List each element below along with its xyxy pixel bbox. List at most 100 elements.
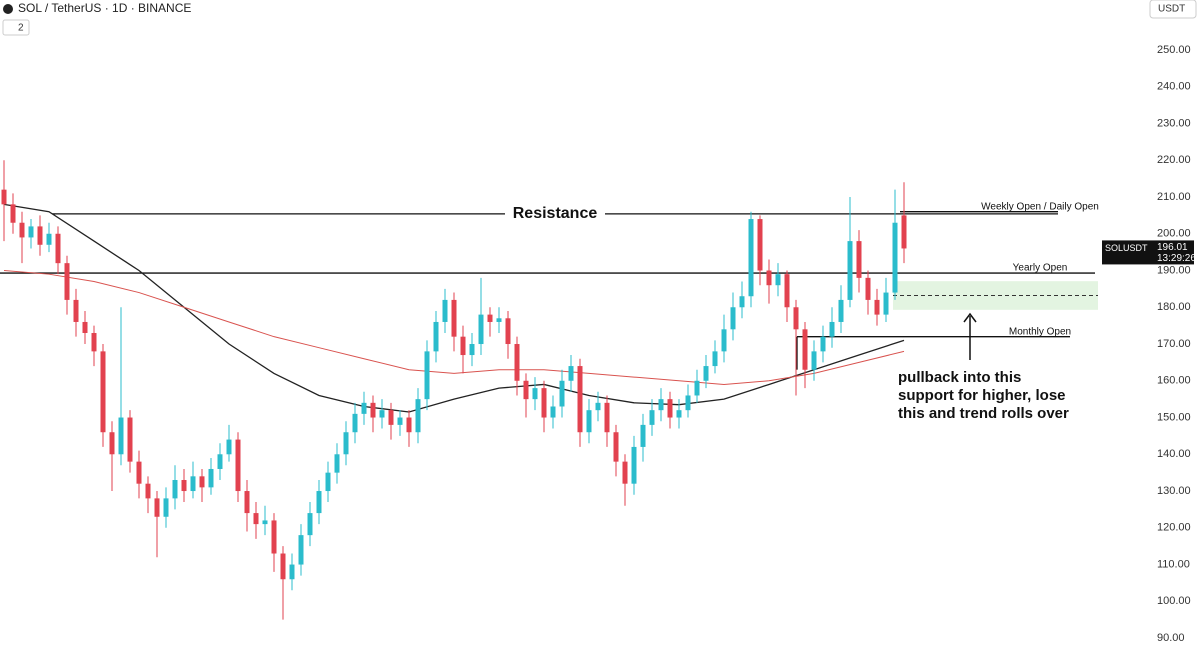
candle-body <box>874 299 880 315</box>
price-countdown: 13:29:26 <box>1157 253 1196 264</box>
candle-body <box>532 388 538 400</box>
candle-body <box>829 321 835 337</box>
annotation: pullback into this <box>898 369 1021 386</box>
candle-body <box>217 454 223 469</box>
candle-body <box>658 399 664 411</box>
y-tick-label: 100.00 <box>1157 595 1191 607</box>
candle-body <box>397 417 403 425</box>
candle-body <box>118 417 124 455</box>
candle-body <box>550 406 556 418</box>
candle-body <box>280 553 286 580</box>
candle-body <box>748 219 754 297</box>
candle-body <box>523 380 529 400</box>
candle-body <box>514 344 520 381</box>
candle-body <box>568 366 574 381</box>
candle-body <box>235 439 241 492</box>
candle-body <box>199 476 205 488</box>
y-tick-label: 170.00 <box>1157 338 1191 350</box>
y-tick-label: 210.00 <box>1157 191 1191 203</box>
price-symbol: SOLUSDT <box>1105 243 1148 253</box>
moving-average <box>3 270 905 385</box>
candle-body <box>802 329 808 370</box>
candle-body <box>91 332 97 352</box>
candle-body <box>631 446 637 484</box>
candle-body <box>415 399 421 433</box>
level-label: Yearly Open <box>1013 263 1068 274</box>
price-value: 196.01 <box>1157 242 1188 253</box>
y-tick-label: 230.00 <box>1157 117 1191 129</box>
currency-box[interactable] <box>1149 0 1197 19</box>
y-tick-label: 240.00 <box>1157 81 1191 93</box>
candle-body <box>307 513 313 536</box>
y-tick-label: 190.00 <box>1157 264 1191 276</box>
candle-body <box>190 476 196 492</box>
candle-body <box>694 380 700 396</box>
candle-body <box>883 292 889 315</box>
candle-body <box>226 439 232 455</box>
candle-body <box>496 318 502 322</box>
candle-body <box>100 351 106 433</box>
candle-body <box>361 402 367 414</box>
candle-body <box>478 314 484 345</box>
candle-body <box>127 417 133 462</box>
arrow-head <box>963 312 977 323</box>
candle-body <box>613 432 619 462</box>
label-bg <box>505 203 605 224</box>
candle-body <box>559 380 565 407</box>
candle-body <box>487 314 493 322</box>
candle-body <box>109 432 115 455</box>
candle-body <box>604 402 610 433</box>
currency[interactable]: USDT <box>1158 4 1185 15</box>
candle-body <box>73 299 79 322</box>
candle-body <box>82 321 88 333</box>
indicator-box[interactable] <box>2 19 30 36</box>
candle-body <box>406 417 412 433</box>
candle-body <box>739 296 745 308</box>
candle-body <box>649 410 655 425</box>
annotation: this and trend rolls over <box>898 405 1069 422</box>
candle-body <box>775 274 781 286</box>
candle-body <box>865 277 871 300</box>
candle-body <box>28 226 34 238</box>
candle-body <box>37 226 43 245</box>
candle-body <box>433 321 439 352</box>
candle-body <box>154 498 160 517</box>
candle-body <box>703 366 709 381</box>
candle-body <box>469 344 475 356</box>
candle-body <box>892 222 898 293</box>
candle-body <box>253 513 259 525</box>
candle-body <box>379 410 385 418</box>
candle-body <box>820 336 826 352</box>
y-tick-label: 160.00 <box>1157 375 1191 387</box>
y-tick-label: 220.00 <box>1157 154 1191 166</box>
candle-body <box>325 472 331 492</box>
y-tick-label: 90.00 <box>1157 632 1185 644</box>
indicator-count[interactable]: 2 <box>18 23 24 34</box>
level-label: Weekly Open / Daily Open <box>981 201 1099 212</box>
candle-body <box>784 274 790 308</box>
candle-body <box>163 498 169 517</box>
candle-body <box>586 410 592 433</box>
y-tick-label: 120.00 <box>1157 522 1191 534</box>
candle-body <box>856 241 862 278</box>
y-tick-label: 130.00 <box>1157 485 1191 497</box>
candle-body <box>577 366 583 433</box>
candle-body <box>262 520 268 525</box>
candle-body <box>388 410 394 425</box>
y-tick-label: 250.00 <box>1157 44 1191 56</box>
level-label: Resistance <box>513 205 598 222</box>
candle-body <box>667 399 673 418</box>
candle-body <box>901 215 907 249</box>
candle-body <box>442 299 448 322</box>
candle-body <box>811 351 817 370</box>
y-tick-label: 110.00 <box>1157 558 1190 570</box>
candle-body <box>712 351 718 367</box>
candle-body <box>460 336 466 356</box>
candle-body <box>676 410 682 418</box>
candle-body <box>451 299 457 337</box>
level-label: Monthly Open <box>1009 326 1071 337</box>
candle-body <box>46 233 52 245</box>
candle-body <box>334 454 340 473</box>
